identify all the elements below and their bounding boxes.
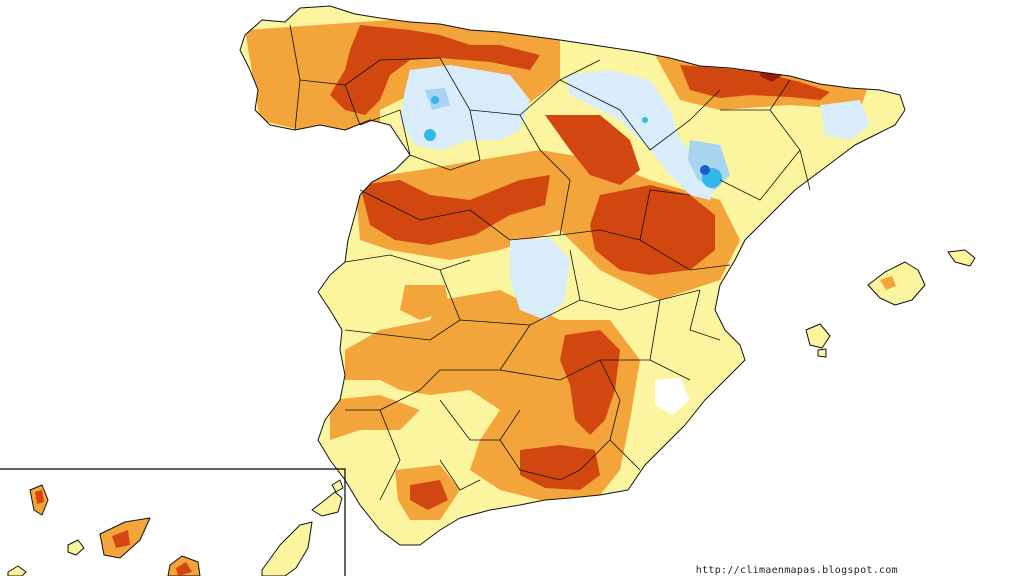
balearic-islands bbox=[805, 249, 976, 358]
canary-islands-inset bbox=[0, 468, 346, 576]
province-borders bbox=[289, 24, 811, 501]
peninsula bbox=[239, 5, 906, 546]
attribution-url[interactable]: http://climaenmapas.blogspot.com bbox=[695, 565, 898, 576]
